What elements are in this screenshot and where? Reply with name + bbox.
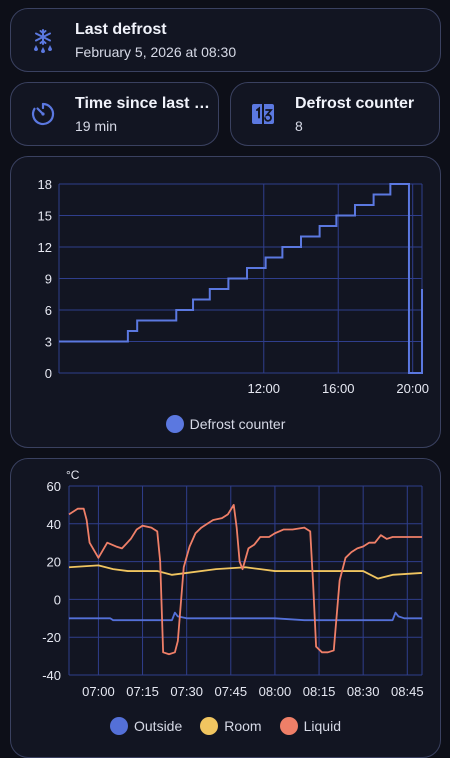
y-tick-label: 40 bbox=[47, 517, 61, 532]
counter-icon bbox=[252, 104, 274, 124]
y-tick-label: 18 bbox=[38, 177, 52, 192]
time-since-defrost-tile[interactable]: Time since last defrost 19 min bbox=[10, 82, 219, 146]
y-tick-label: 9 bbox=[45, 272, 52, 287]
y-tick-label: 0 bbox=[45, 366, 52, 381]
legend-item-outside[interactable]: Outside bbox=[110, 717, 182, 735]
series-line-defrost-counter bbox=[59, 183, 423, 374]
x-tick-label: 08:15 bbox=[303, 684, 336, 699]
last-defrost-value: February 5, 2026 at 08:30 bbox=[75, 43, 237, 60]
time-since-title: Time since last defrost bbox=[75, 94, 218, 112]
x-tick-label: 08:45 bbox=[391, 684, 424, 699]
legend-item-room[interactable]: Room bbox=[200, 717, 262, 735]
timer-icon bbox=[31, 102, 55, 126]
y-tick-label: 6 bbox=[45, 303, 52, 318]
defrost-counter-title: Defrost counter bbox=[295, 94, 415, 112]
defrost-counter-value: 8 bbox=[295, 117, 303, 134]
x-tick-label: 07:30 bbox=[170, 684, 203, 699]
x-tick-label: 07:15 bbox=[126, 684, 159, 699]
legend-dot-defrost-counter bbox=[165, 415, 184, 433]
legend-label-outside: Outside bbox=[134, 718, 183, 734]
last-defrost-tile[interactable]: Last defrost February 5, 2026 at 08:30 bbox=[10, 8, 441, 72]
last-defrost-texts: Last defrost February 5, 2026 at 08:30 bbox=[75, 21, 236, 60]
defrost-counter-texts: Defrost counter 8 bbox=[295, 95, 414, 134]
snowflake-drip-icon bbox=[34, 29, 52, 53]
x-tick-label: 07:00 bbox=[82, 684, 115, 699]
y-tick-label: 12 bbox=[38, 240, 52, 255]
legend-dot-liquid bbox=[279, 717, 298, 735]
x-tick-label: 16:00 bbox=[322, 381, 355, 396]
time-since-texts: Time since last defrost 19 min bbox=[75, 95, 218, 134]
y-tick-label: 20 bbox=[47, 555, 61, 570]
legend-dot-outside bbox=[110, 717, 128, 735]
last-defrost-title: Last defrost bbox=[75, 20, 167, 38]
legend-item-defrost-counter[interactable]: Defrost counter bbox=[165, 415, 286, 433]
legend-label-room: Room bbox=[224, 718, 262, 734]
chart1-legend: Defrost counter bbox=[11, 415, 440, 433]
temperature-chart[interactable]: °C -40 -20 0 20 40 60 07:00 07:15 07:30 07:45 08:00… bbox=[11, 459, 440, 704]
time-since-value: 19 min bbox=[75, 117, 118, 134]
y-tick-label: 15 bbox=[38, 209, 52, 224]
y-tick-label: 60 bbox=[47, 479, 61, 494]
legend-label-defrost-counter: Defrost counter bbox=[189, 416, 286, 432]
x-tick-label: 20:00 bbox=[396, 381, 429, 396]
y-tick-label: -40 bbox=[42, 668, 61, 683]
y-tick-label: 3 bbox=[45, 335, 52, 350]
defrost-counter-tile[interactable]: Defrost counter 8 bbox=[230, 82, 440, 146]
y-tick-label: 0 bbox=[54, 592, 61, 607]
y-tick-label: -20 bbox=[42, 630, 61, 645]
series-line-outside bbox=[69, 611, 422, 622]
legend-label-liquid: Liquid bbox=[303, 718, 341, 734]
chart2-legend: Outside Room Liquid bbox=[11, 717, 440, 735]
x-tick-label: 12:00 bbox=[247, 381, 280, 396]
legend-item-liquid[interactable]: Liquid bbox=[279, 717, 341, 735]
series-line-room bbox=[68, 564, 423, 580]
series-line-liquid bbox=[68, 504, 422, 656]
legend-dot-room bbox=[200, 717, 219, 735]
x-tick-label: 08:30 bbox=[347, 684, 380, 699]
y-axis-unit: °C bbox=[66, 468, 80, 482]
temperature-chart-card: °C -40 -20 0 20 40 60 07:00 07:15 07:30 07:45 08:00… bbox=[10, 458, 441, 758]
x-tick-label: 08:00 bbox=[259, 684, 292, 699]
x-tick-label: 07:45 bbox=[215, 684, 248, 699]
